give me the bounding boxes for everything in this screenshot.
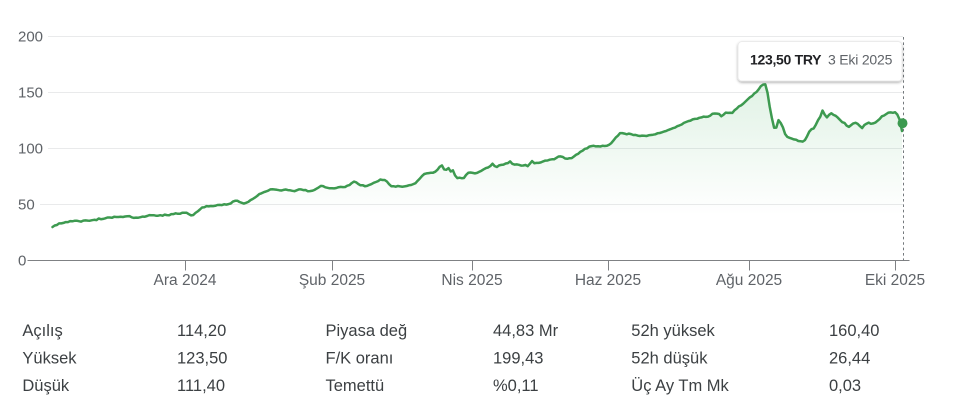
svg-text:Piyasa değ: Piyasa değ (326, 322, 408, 340)
svg-text:150: 150 (18, 85, 43, 102)
svg-text:3 Eki 2025: 3 Eki 2025 (828, 51, 893, 67)
svg-text:Açılış: Açılış (22, 322, 62, 340)
svg-text:50: 50 (18, 197, 35, 214)
svg-text:123,50 TRY: 123,50 TRY (750, 51, 822, 67)
svg-text:0,03: 0,03 (829, 377, 861, 395)
svg-text:%0,11: %0,11 (493, 377, 539, 395)
svg-text:Üç Ay Tm Mk: Üç Ay Tm Mk (631, 377, 729, 395)
svg-text:52h yüksek: 52h yüksek (631, 322, 715, 340)
svg-text:199,43: 199,43 (493, 350, 543, 368)
svg-text:52h düşük: 52h düşük (631, 350, 708, 368)
svg-text:Yüksek: Yüksek (22, 350, 77, 368)
svg-text:114,20: 114,20 (177, 322, 226, 340)
svg-text:123,50: 123,50 (177, 350, 227, 368)
svg-text:160,40: 160,40 (829, 322, 879, 340)
svg-text:Haz 2025: Haz 2025 (575, 272, 641, 289)
svg-text:44,83 Mr: 44,83 Mr (493, 322, 559, 340)
svg-text:Eki 2025: Eki 2025 (865, 272, 925, 289)
svg-text:Temettü: Temettü (326, 377, 385, 395)
svg-text:Ara 2024: Ara 2024 (154, 272, 217, 289)
svg-text:26,44: 26,44 (829, 350, 870, 368)
svg-text:Nis 2025: Nis 2025 (441, 272, 502, 289)
svg-text:200: 200 (18, 29, 43, 46)
svg-text:Ağu 2025: Ağu 2025 (716, 272, 782, 289)
svg-text:111,40: 111,40 (177, 377, 225, 395)
svg-text:0: 0 (18, 253, 26, 270)
svg-text:100: 100 (18, 141, 43, 158)
svg-text:F/K oranı: F/K oranı (326, 350, 394, 368)
svg-text:Düşük: Düşük (22, 377, 70, 395)
svg-text:Şub 2025: Şub 2025 (299, 272, 365, 289)
